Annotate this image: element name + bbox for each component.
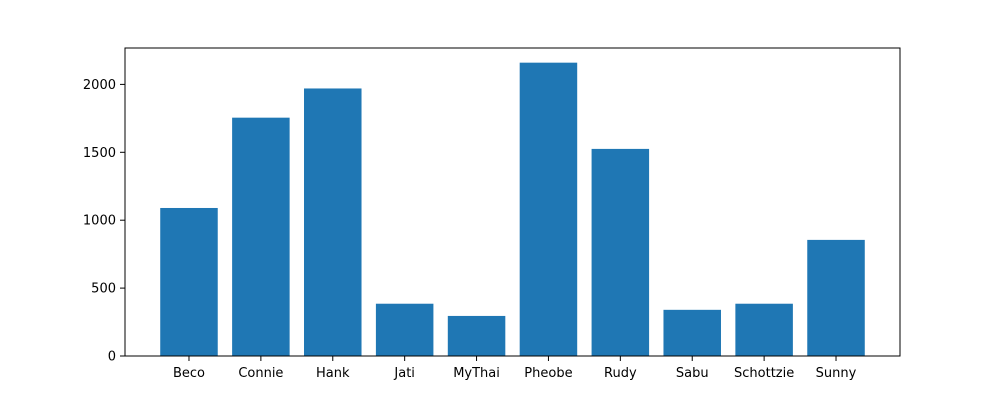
bar-connie (232, 117, 290, 356)
y-tick-label: 2000 (83, 78, 116, 93)
x-tick-label: Pheobe (524, 366, 572, 381)
y-tick-label: 1000 (83, 214, 116, 229)
x-tick-label: Beco (173, 366, 205, 381)
bar-pheobe (519, 62, 578, 357)
axes-layer (124, 47, 901, 357)
bar-hank (304, 88, 362, 356)
bar-sunny (807, 239, 865, 356)
bar-rudy (591, 148, 650, 356)
bars-layer (160, 62, 865, 357)
x-tick-label: Hank (316, 366, 350, 381)
y-tick-label: 500 (91, 282, 116, 297)
bar-sabu (663, 309, 721, 356)
x-tick-label: Jati (393, 366, 415, 381)
bar-beco (160, 207, 218, 356)
x-tick-label: Sabu (676, 366, 709, 381)
x-tick-label: Connie (238, 366, 283, 381)
bar-jati (375, 303, 434, 356)
bar-mythai (447, 315, 506, 356)
plot-frame (124, 47, 901, 357)
bar-schottzie (735, 303, 793, 356)
x-tick-label: Rudy (604, 366, 637, 381)
x-tick-label: MyThai (453, 366, 500, 381)
y-tick-label: 1500 (83, 146, 116, 161)
x-tick-label: Schottzie (734, 366, 794, 381)
ticks-layer: Beco Connie Hank Jati MyThai Pheobe Rudy Sabu Sc… (83, 78, 857, 381)
y-tick-label: 0 (108, 350, 116, 365)
x-tick-label: Sunny (816, 366, 857, 381)
